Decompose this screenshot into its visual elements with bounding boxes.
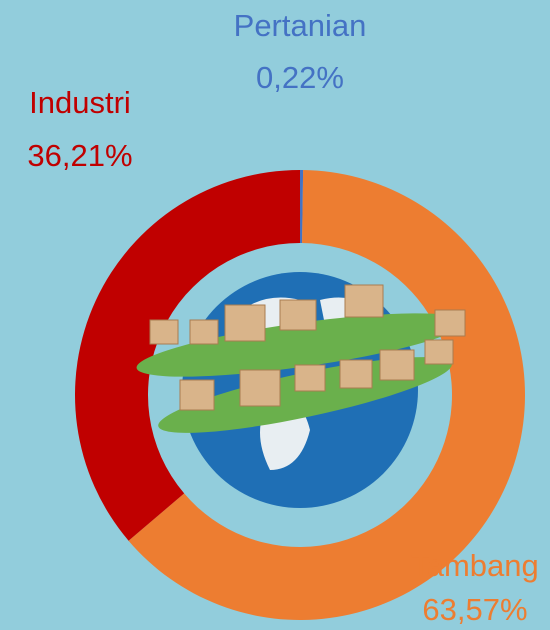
globe-illustration bbox=[136, 272, 466, 508]
category-label: Pertanian bbox=[234, 8, 367, 43]
donut-slice bbox=[128, 170, 525, 621]
donut-slice bbox=[300, 170, 304, 244]
category-label: Tambang bbox=[411, 548, 539, 583]
value-label: 0,22% bbox=[256, 60, 344, 95]
donut-slice bbox=[74, 170, 300, 541]
category-label: Industri bbox=[29, 85, 131, 120]
value-label: 63,57% bbox=[422, 592, 527, 627]
value-label: 36,21% bbox=[27, 138, 132, 173]
